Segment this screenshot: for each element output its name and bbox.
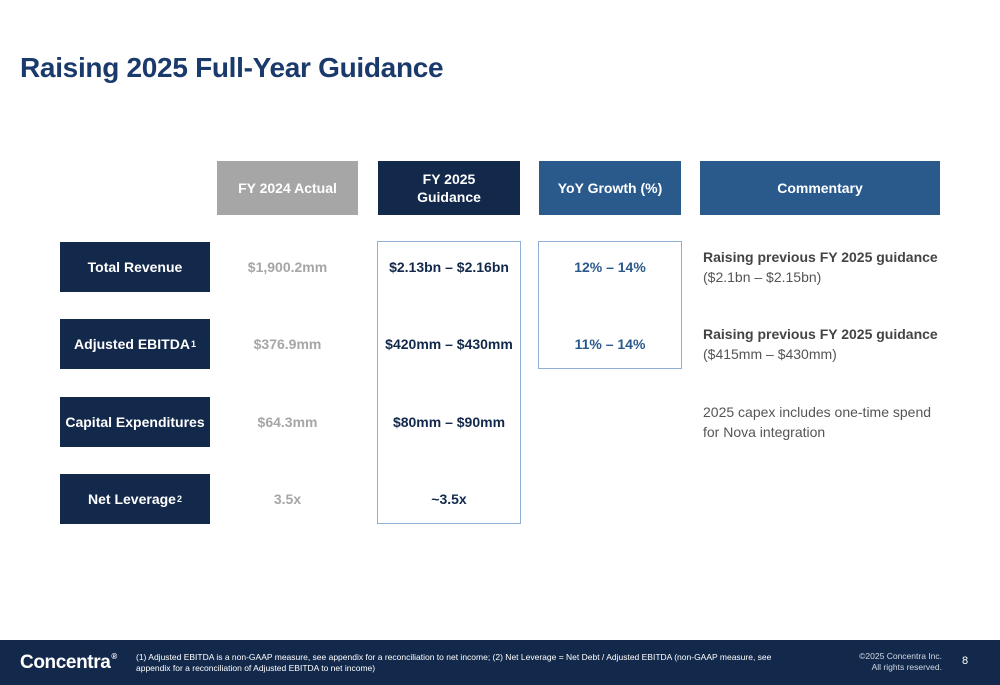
footnote-marker: 2 (176, 494, 182, 504)
total-revenue-commentary: Raising previous FY 2025 guidance ($2.1b… (703, 247, 943, 287)
row-label-adjusted-ebitda: Adjusted EBITDA 1 (60, 319, 210, 369)
column-header-fy2025-guidance: FY 2025 Guidance (378, 161, 520, 215)
page-title: Raising 2025 Full-Year Guidance (20, 52, 444, 83)
adjusted-ebitda-fy2024-actual: $376.9mm (253, 336, 322, 352)
growth-column-outline (538, 241, 682, 369)
commentary-bold-text: Raising previous FY 2025 guidance (703, 326, 938, 342)
row-label-net-leverage: Net Leverage 2 (60, 474, 210, 524)
column-header-commentary: Commentary (700, 161, 940, 215)
net-leverage-fy2024-actual: 3.5x (273, 491, 302, 507)
column-header-yoy-growth: YoY Growth (%) (539, 161, 681, 215)
capex-fy2024-actual: $64.3mm (257, 414, 318, 430)
adjusted-ebitda-yoy-growth: 11% – 14% (574, 336, 646, 352)
footer-bar: Concentra® (1) Adjusted EBITDA is a non-… (0, 640, 1000, 685)
commentary-plain-text: ($2.1bn – $2.15bn) (703, 269, 822, 285)
total-revenue-fy2024-actual: $1,900.2mm (247, 259, 328, 275)
capex-commentary: 2025 capex includes one-time spend for N… (703, 402, 943, 442)
commentary-plain-text: ($415mm – $430mm) (703, 346, 837, 362)
row-label-capital-expenditures: Capital Expenditures (60, 397, 210, 447)
adjusted-ebitda-fy2025-guidance: $420mm – $430mm (385, 336, 513, 352)
commentary-bold-text: Raising previous FY 2025 guidance (703, 249, 938, 265)
page-number: 8 (962, 655, 969, 667)
commentary-plain-text: 2025 capex includes one-time spend for N… (703, 404, 932, 440)
adjusted-ebitda-commentary: Raising previous FY 2025 guidance ($415m… (703, 324, 943, 364)
copyright-text: ©2025 Concentra Inc. All rights reserved… (859, 651, 942, 672)
footnote-marker: 1 (190, 339, 196, 349)
net-leverage-fy2025-guidance: ~3.5x (431, 491, 467, 507)
row-label-total-revenue: Total Revenue (60, 242, 210, 292)
guidance-column-outline (377, 241, 521, 524)
total-revenue-yoy-growth: 12% – 14% (574, 259, 646, 275)
footnote-text: (1) Adjusted EBITDA is a non-GAAP measur… (136, 652, 772, 673)
registered-mark: ® (111, 652, 117, 661)
column-header-fy2024-actual: FY 2024 Actual (217, 161, 358, 215)
capex-fy2025-guidance: $80mm – $90mm (392, 414, 506, 430)
concentra-logo: Concentra® (20, 652, 117, 673)
total-revenue-fy2025-guidance: $2.13bn – $2.16bn (389, 259, 509, 275)
